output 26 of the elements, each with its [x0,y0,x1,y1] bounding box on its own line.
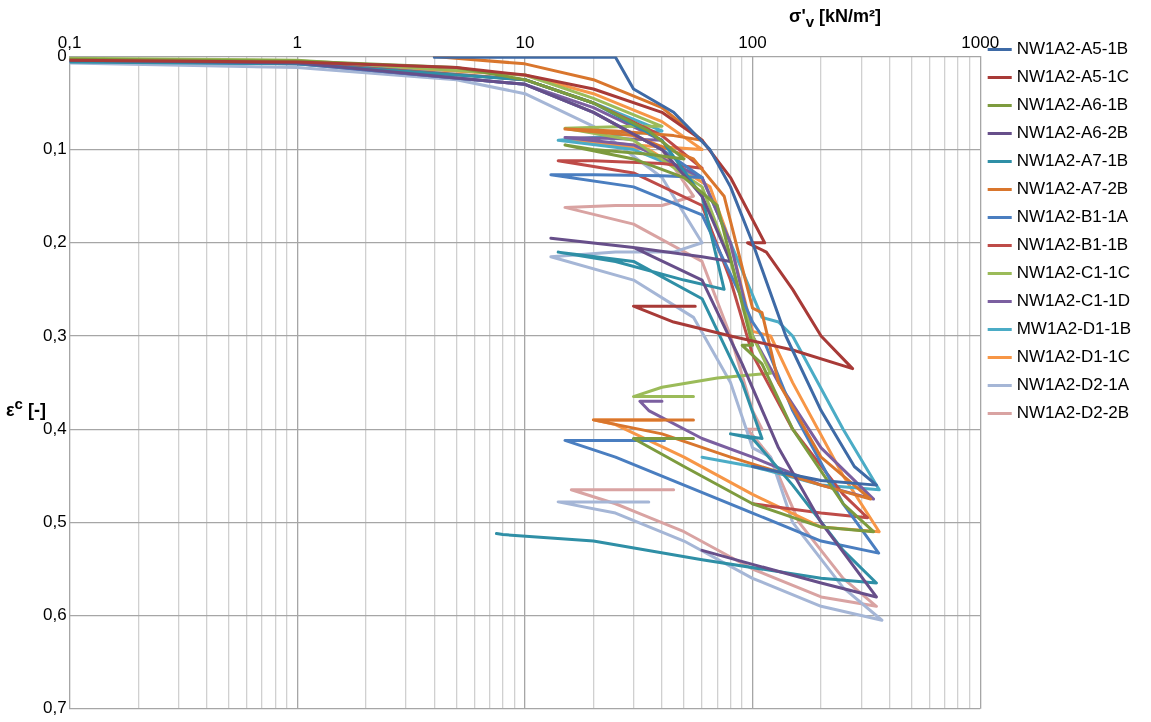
x-tick-label: 1000 [961,32,1000,52]
x-tick-label: 100 [738,32,767,52]
legend-label: NW1A2-A5-1B [1016,39,1129,59]
legend-label: NW1A2-C1-1C [1016,263,1131,283]
y-tick-label: 0,5 [42,512,67,532]
legend-label: NW1A2-B1-1A [1016,207,1129,227]
legend-label: NW1A2-A7-1B [1016,151,1129,171]
y-axis-title: ε$^{c}$ [-] [6,395,46,421]
y-tick-label: 0,2 [42,232,67,252]
legend-label: NW1A2-D1-1C [1016,347,1131,367]
legend-label: NW1A2-A5-1C [1016,67,1130,87]
y-tick-label: 0,3 [42,325,67,345]
legend-label: NW1A2-C1-1D [1016,291,1131,311]
legend-label: NW1A2-A6-2B [1016,123,1129,143]
x-axis-title: σ'$_{v}$ [kN/m²] [789,6,881,30]
legend-label: NW1A2-D2-2B [1016,403,1130,423]
legend-label: NW1A2-D2-1A [1016,375,1130,395]
legend-label: MW1A2-D1-1B [1016,319,1132,339]
y-tick-label: 0,6 [42,605,67,625]
x-tick-label: 1 [292,32,303,52]
y-tick-label: 0,1 [42,139,67,159]
legend-label: NW1A2-A7-2B [1016,179,1129,199]
legend-label: NW1A2-A6-1B [1016,95,1129,115]
legend-label: NW1A2-B1-1B [1016,235,1129,255]
y-tick-label: 0,7 [42,698,67,718]
x-tick-label: 10 [515,32,535,52]
